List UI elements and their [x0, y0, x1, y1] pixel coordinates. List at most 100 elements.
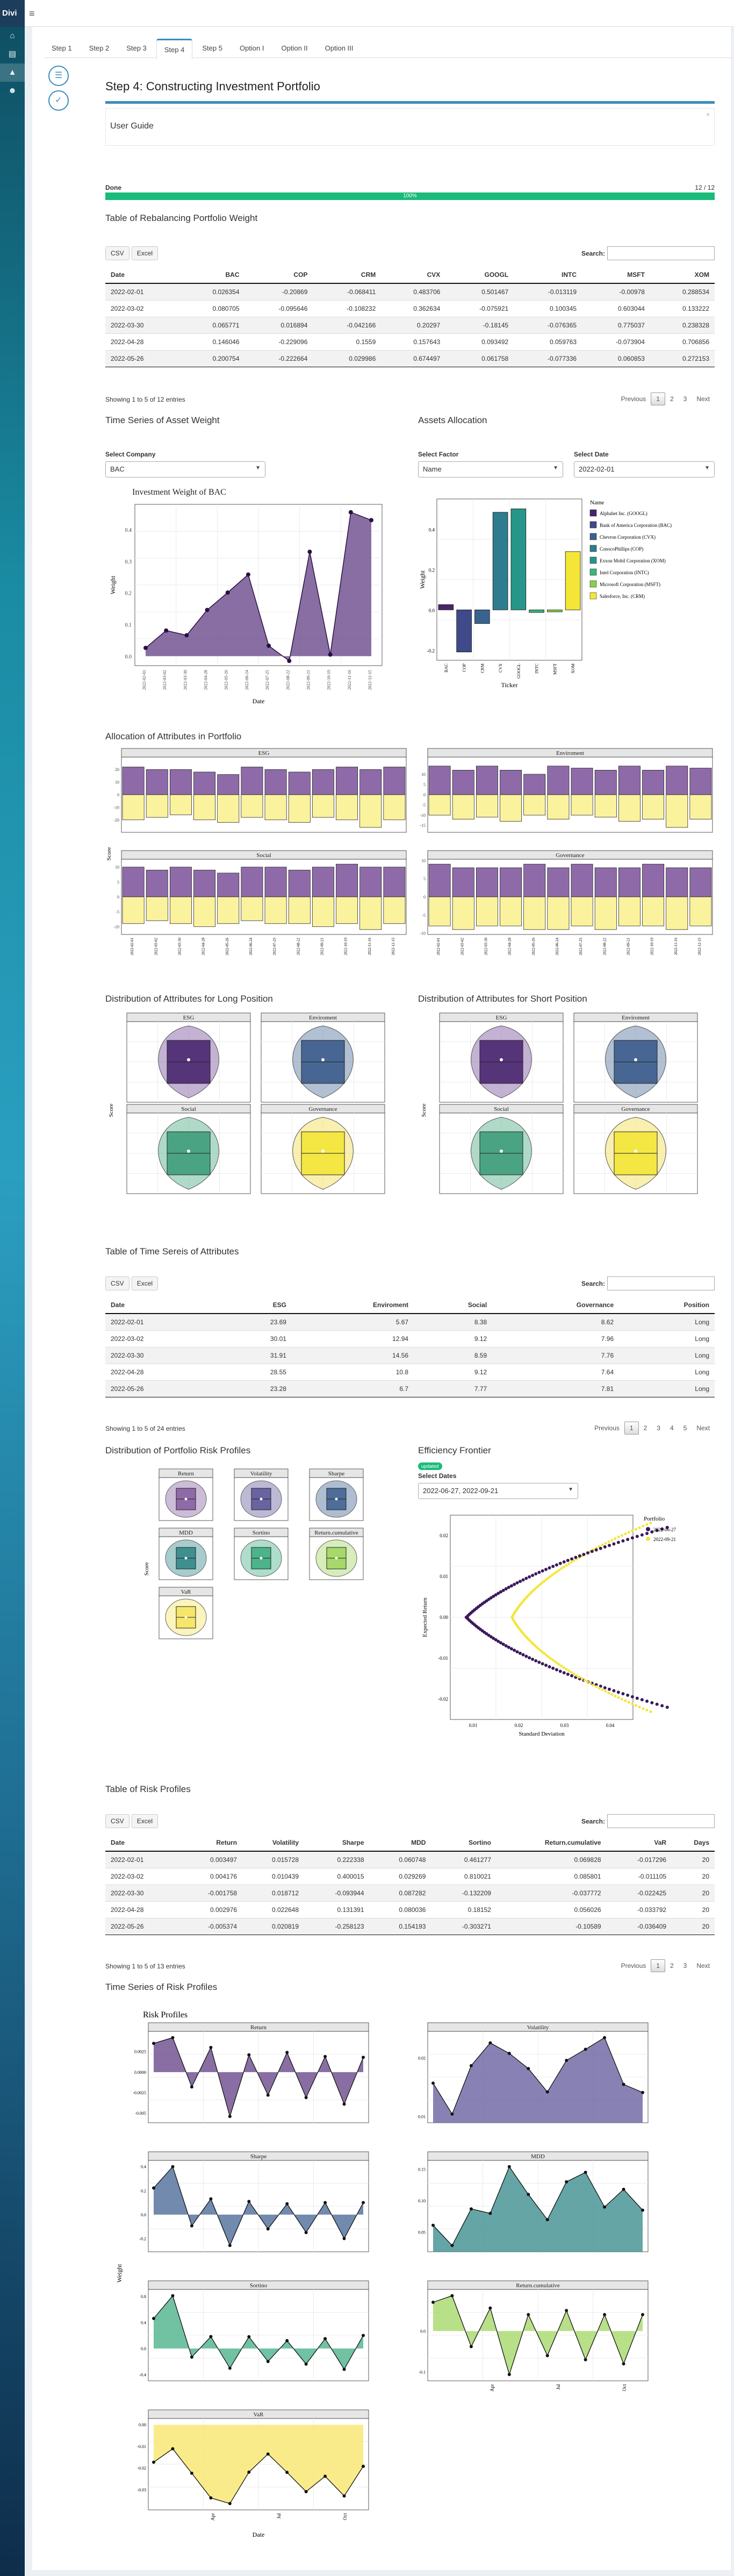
- y-tick-label: -10: [420, 813, 426, 818]
- tab-option-ii[interactable]: Option II: [281, 44, 308, 52]
- tab-step-5[interactable]: Step 5: [202, 44, 222, 52]
- column-header[interactable]: Position: [619, 1297, 715, 1314]
- table-row[interactable]: 2022-04-28 0.146046 -0.229096 0.1559 0.15764…: [105, 333, 715, 351]
- tab-step-2[interactable]: Step 2: [89, 44, 110, 52]
- csv-button[interactable]: CSV: [105, 246, 129, 260]
- page-button[interactable]: 2: [670, 1962, 674, 1970]
- table-row[interactable]: 2022-05-26 23.28 6.7 7.77 7.81 Long: [105, 1380, 715, 1397]
- page-button[interactable]: 3: [683, 395, 687, 403]
- select-factor[interactable]: Name ▼: [418, 461, 563, 477]
- column-header[interactable]: INTC: [514, 267, 582, 284]
- home-icon[interactable]: ⌂: [10, 31, 15, 40]
- previous-button[interactable]: Previous: [594, 1424, 620, 1432]
- excel-button[interactable]: Excel: [131, 246, 159, 260]
- column-header[interactable]: Sharpe: [304, 1835, 370, 1852]
- tab-step-3[interactable]: Step 3: [126, 44, 147, 52]
- page-button[interactable]: 5: [683, 1424, 687, 1432]
- bar-short: [523, 794, 546, 816]
- column-header[interactable]: Enviroment: [291, 1297, 414, 1314]
- column-header[interactable]: Days: [672, 1835, 715, 1852]
- excel-button[interactable]: Excel: [131, 1276, 159, 1290]
- check-icon[interactable]: ✓: [48, 90, 69, 111]
- next-button[interactable]: Next: [696, 1424, 710, 1432]
- y-axis-label: Weight: [109, 575, 117, 594]
- column-header[interactable]: ESG: [220, 1297, 292, 1314]
- table-row[interactable]: 2022-03-30 31.91 14.56 8.59 7.76 Long: [105, 1347, 715, 1364]
- bar-long: [359, 769, 382, 795]
- previous-button[interactable]: Previous: [621, 1962, 646, 1970]
- tab-option-iii[interactable]: Option III: [325, 44, 354, 52]
- page-button[interactable]: 3: [657, 1424, 660, 1432]
- page-button[interactable]: 3: [683, 1962, 687, 1970]
- column-header[interactable]: COP: [244, 267, 313, 284]
- table-row[interactable]: 2022-04-28 28.55 10.8 9.12 7.64 Long: [105, 1364, 715, 1381]
- page-button[interactable]: 1: [651, 393, 665, 405]
- column-header[interactable]: VaR: [606, 1835, 672, 1852]
- column-header[interactable]: Social: [414, 1297, 493, 1314]
- column-header[interactable]: GOOGL: [445, 267, 514, 284]
- table-row[interactable]: 2022-05-26 -0.005374 0.020819 -0.258123 0.15…: [105, 1918, 715, 1935]
- user-guide-box[interactable]: User Guide ×: [105, 108, 715, 146]
- column-header[interactable]: Date: [105, 267, 181, 284]
- column-header[interactable]: BAC: [180, 267, 245, 284]
- column-header[interactable]: CVX: [381, 267, 446, 284]
- next-button[interactable]: Next: [696, 1962, 710, 1970]
- column-header[interactable]: CRM: [313, 267, 382, 284]
- search-input[interactable]: [607, 246, 715, 260]
- tab-step-1[interactable]: Step 1: [52, 44, 72, 52]
- user-icon[interactable]: ☻: [8, 86, 17, 95]
- table-row[interactable]: 2022-03-30 0.065771 0.016894 -0.042166 0.202…: [105, 317, 715, 334]
- bar: [547, 609, 563, 612]
- frontier-point: [614, 1694, 617, 1697]
- excel-button[interactable]: Excel: [131, 1814, 159, 1828]
- column-header[interactable]: Governance: [492, 1297, 620, 1314]
- close-icon[interactable]: ×: [706, 111, 710, 118]
- app-logo[interactable]: Divi: [0, 0, 25, 27]
- table-row[interactable]: 2022-03-02 0.004176 0.010439 0.400015 0.0292…: [105, 1868, 715, 1885]
- tab-step-4[interactable]: Step 4: [156, 39, 193, 60]
- frontier-point: [603, 1545, 607, 1549]
- column-header[interactable]: Date: [105, 1297, 221, 1314]
- column-header[interactable]: Date: [105, 1835, 177, 1852]
- table-row[interactable]: 2022-03-02 30.01 12.94 9.12 7.96 Long: [105, 1330, 715, 1347]
- select-company[interactable]: BAC ▼: [105, 461, 265, 477]
- csv-button[interactable]: CSV: [105, 1276, 129, 1290]
- column-header[interactable]: Return: [177, 1835, 243, 1852]
- page-button[interactable]: 1: [624, 1422, 639, 1435]
- table-row[interactable]: 2022-02-01 0.026354 -0.20869 -0.068411 0.483…: [105, 283, 715, 301]
- table-row[interactable]: 2022-05-26 0.200754 -0.222664 0.029986 0.674…: [105, 350, 715, 367]
- table-row[interactable]: 2022-03-30 -0.001758 0.018712 -0.093944 0.08…: [105, 1885, 715, 1902]
- search-input[interactable]: [607, 1814, 715, 1828]
- column-header[interactable]: MSFT: [582, 267, 650, 284]
- tab-option-i[interactable]: Option I: [239, 44, 264, 52]
- risk-dist-strip: [159, 1468, 213, 1478]
- frontier-point: [649, 1710, 652, 1714]
- column-header[interactable]: Sortino: [431, 1835, 496, 1852]
- table-row[interactable]: 2022-03-02 0.080705 -0.095646 -0.108232 0.36…: [105, 300, 715, 317]
- book-icon[interactable]: ▤: [8, 49, 17, 59]
- x-tick-label: 2022-02-01: [436, 938, 441, 955]
- page-button[interactable]: 2: [670, 395, 674, 403]
- column-header[interactable]: Return.cumulative: [496, 1835, 607, 1852]
- table-cell: 2022-05-26: [105, 350, 181, 367]
- previous-button[interactable]: Previous: [621, 395, 646, 403]
- chart-icon[interactable]: ▲: [0, 63, 25, 82]
- select-date[interactable]: 2022-02-01 ▼: [574, 461, 715, 477]
- csv-button[interactable]: CSV: [105, 1814, 129, 1828]
- list-icon[interactable]: ☰: [48, 66, 69, 86]
- bar-long: [476, 867, 498, 897]
- select-dates[interactable]: 2022-06-27, 2022-09-21 ▼: [418, 1483, 578, 1499]
- table-row[interactable]: 2022-02-01 23.69 5.67 8.38 8.62 Long: [105, 1313, 715, 1331]
- page-button[interactable]: 1: [651, 1959, 665, 1972]
- next-button[interactable]: Next: [696, 395, 710, 403]
- table-row[interactable]: 2022-04-28 0.002976 0.022648 0.131391 0.0800…: [105, 1901, 715, 1918]
- table-row[interactable]: 2022-02-01 0.003497 0.015728 0.222338 0.0607…: [105, 1851, 715, 1868]
- menu-icon[interactable]: ≡: [29, 8, 35, 19]
- page-button[interactable]: 4: [670, 1424, 674, 1432]
- page-button[interactable]: 2: [643, 1424, 647, 1432]
- column-header[interactable]: MDD: [369, 1835, 431, 1852]
- search-input[interactable]: [607, 1276, 715, 1290]
- x-tick-label: Apr: [490, 2384, 495, 2392]
- column-header[interactable]: Volatility: [242, 1835, 304, 1852]
- column-header[interactable]: XOM: [650, 267, 715, 284]
